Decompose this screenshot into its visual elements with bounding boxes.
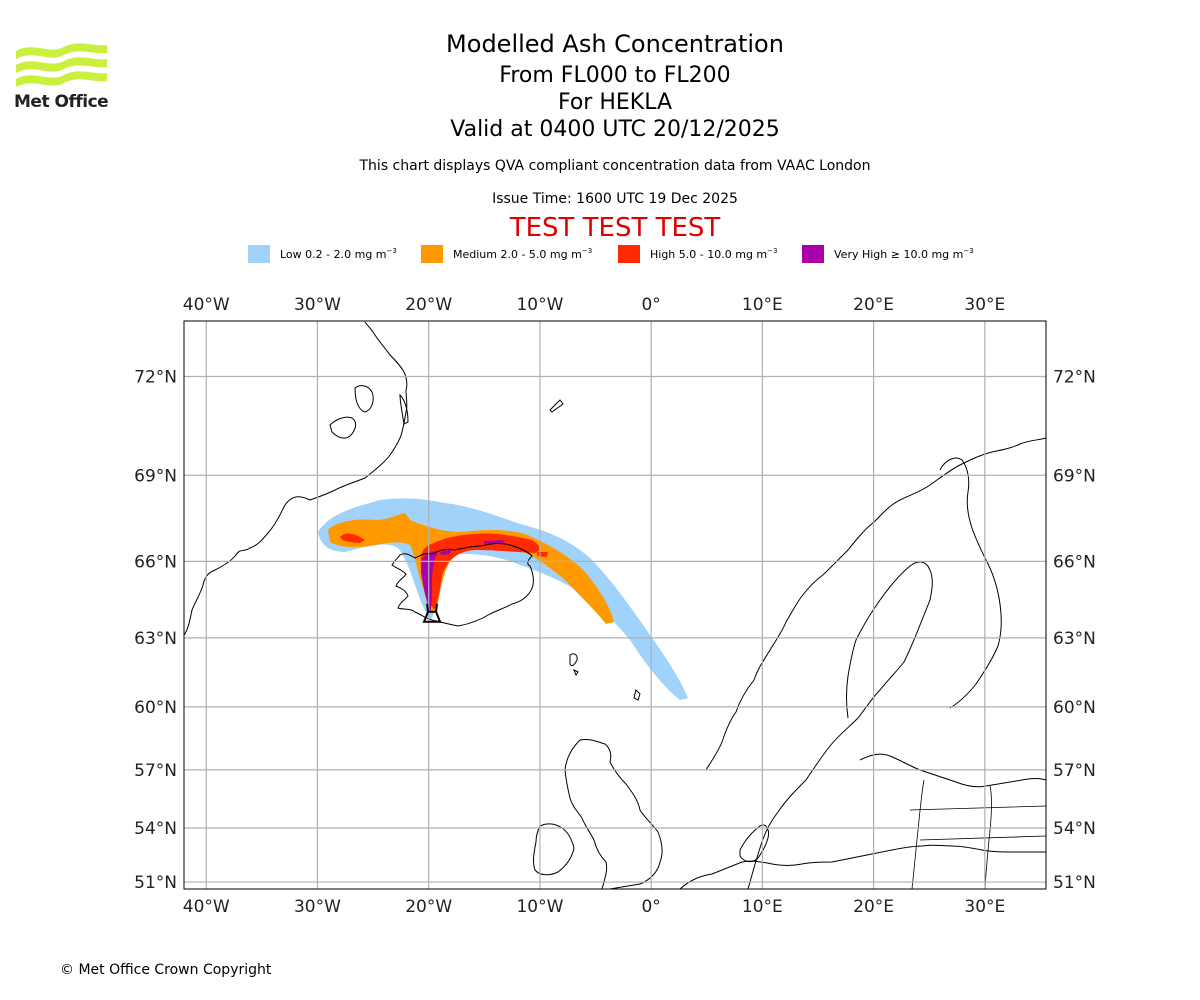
lat-tick-label-right: 63°N [1053,629,1096,649]
lon-tick-label-top: 0° [641,295,660,315]
chart-title: Modelled Ash Concentration [446,30,784,58]
coastlines [184,321,1046,889]
lon-tick-label-bottom: 10°E [742,897,783,917]
copyright: © Met Office Crown Copyright [60,962,272,978]
coastline-greenland [184,321,408,636]
logo-text: Met Office [14,92,109,112]
coastline-baltic [859,753,1046,788]
volcano-glyph [422,603,442,623]
coastline-continent [679,844,1046,889]
lon-tick-label-bottom: 40°W [183,897,230,917]
legend-label-medium: Medium 2.0 - 5.0 mg m−3 [453,247,593,261]
legend-swatch-high [618,245,640,263]
lon-tick-label-bottom: 20°E [853,897,894,917]
legend-item-very-high: Very High ≥ 10.0 mg m−3 [802,244,974,264]
lon-tick-label-bottom: 0° [641,897,660,917]
lat-tick-label-right: 72°N [1053,368,1096,388]
lat-tick-label-left: 69°N [134,466,177,486]
map-frame [183,320,1047,890]
lat-tick-label-right: 69°N [1053,466,1096,486]
lat-tick-label-right: 51°N [1053,873,1096,893]
legend-item-high: High 5.0 - 10.0 mg m−3 [618,244,777,264]
legend-label-low: Low 0.2 - 2.0 mg m−3 [280,247,397,261]
ash-high-contour [340,533,548,610]
coastline-faroe [569,653,641,701]
lon-tick-label-bottom: 10°W [516,897,563,917]
legend-item-medium: Medium 2.0 - 5.0 mg m−3 [421,244,592,264]
lon-tick-label-top: 10°E [742,295,783,315]
legend-swatch-low [248,245,270,263]
lat-tick-label-left: 63°N [134,629,177,649]
ash-medium-contour [328,513,614,624]
coastline-great-britain [564,739,663,889]
coastline-greenland-fjord [329,385,564,439]
graticule [184,321,1046,889]
lon-tick-label-top: 30°E [964,295,1005,315]
lat-tick-label-left: 60°N [134,698,177,718]
legend-label-very-high: Very High ≥ 10.0 mg m−3 [834,247,974,261]
legend-item-low: Low 0.2 - 2.0 mg m−3 [248,244,397,264]
ash-plume [318,498,688,700]
lon-tick-label-top: 20°E [853,295,894,315]
lat-tick-label-right: 54°N [1053,819,1096,839]
lon-tick-label-top: 10°W [516,295,563,315]
lon-tick-label-bottom: 30°E [964,897,1005,917]
lat-tick-label-left: 51°N [134,873,177,893]
coastline-finland-east [939,457,1002,709]
legend-label-high: High 5.0 - 10.0 mg m−3 [650,247,778,261]
lon-tick-label-bottom: 20°W [405,897,452,917]
lat-tick-label-left: 57°N [134,761,177,781]
lat-tick-label-right: 66°N [1053,552,1096,572]
lon-tick-label-top: 20°W [405,295,452,315]
compliance-note: This chart displays QVA compliant concen… [359,158,871,174]
test-banner: TEST TEST TEST [509,213,721,243]
flight-level-range: From FL000 to FL200 [499,63,731,88]
legend-swatch-medium [421,245,443,263]
valid-time: Valid at 0400 UTC 20/12/2025 [450,117,780,142]
ash-low-contour [318,498,688,700]
lat-tick-label-right: 57°N [1053,761,1096,781]
lat-tick-label-left: 72°N [134,368,177,388]
met-office-logo-icon [16,43,107,87]
coastline-sweden-finland [747,561,933,889]
lon-tick-label-top: 30°W [294,295,341,315]
ash-very-high-contour [421,540,505,612]
lat-tick-label-right: 60°N [1053,698,1096,718]
axis-labels: 40°W 40°W 30°W 30°W 20°W 20°W 10°W 10°W 0° 0° 10°E… [134,295,1096,917]
legend-swatch-very-high [802,245,824,263]
coastline-norway [705,437,1046,771]
volcano-symbol-icon [422,603,442,623]
issue-time: Issue Time: 1600 UTC 19 Dec 2025 [492,191,738,207]
lon-tick-label-bottom: 30°W [294,897,341,917]
lon-tick-label-top: 40°W [183,295,230,315]
border-lines [909,779,1046,889]
lat-tick-label-left: 66°N [134,552,177,572]
coastline-iceland [391,542,534,627]
volcano-name: For HEKLA [557,90,673,115]
lat-tick-label-left: 54°N [134,819,177,839]
